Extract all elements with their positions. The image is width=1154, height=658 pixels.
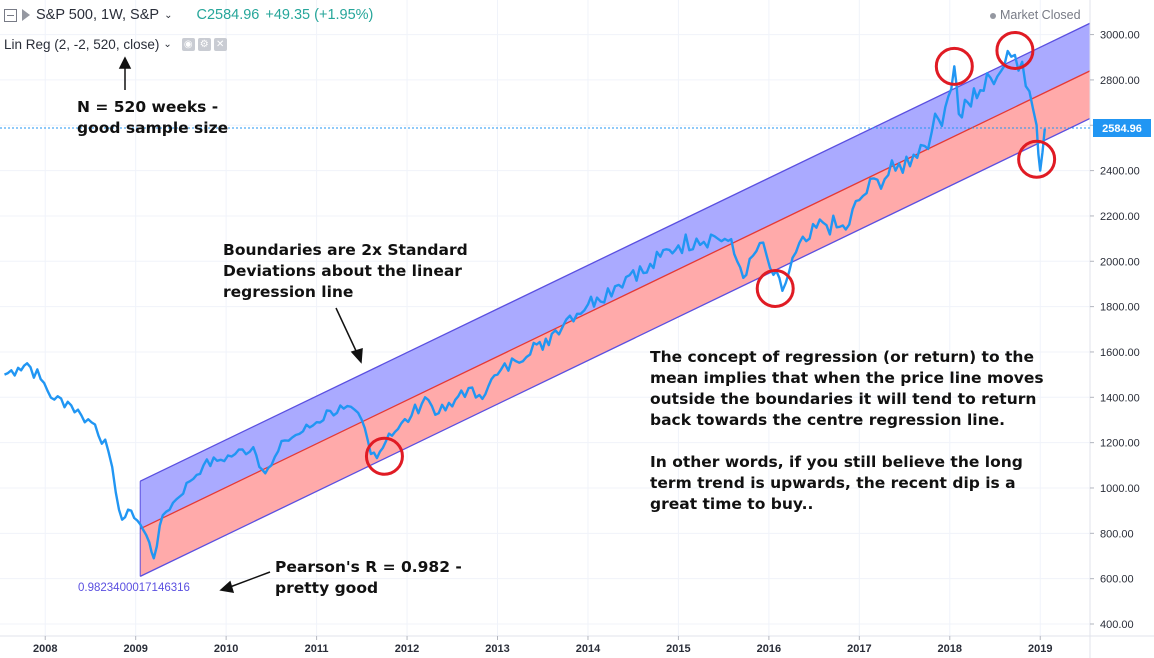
lower-boundary-line bbox=[139, 117, 1091, 577]
annotation-pearson: Pearson's R = 0.982 - pretty good bbox=[275, 558, 462, 597]
chart-grid bbox=[0, 0, 1090, 636]
x-tick-label: 2013 bbox=[485, 643, 509, 655]
x-tick-label: 2011 bbox=[305, 643, 329, 655]
y-tick-label: 1600.00 bbox=[1100, 347, 1140, 359]
price-line bbox=[4, 49, 1046, 560]
arrow-pearson-head bbox=[219, 580, 235, 593]
pearson-r-value: 0.9823400017146316 bbox=[78, 582, 190, 594]
indicator-name[interactable]: Lin Reg (2, -2, 520, close) bbox=[4, 37, 160, 52]
current-price: 2584.96 bbox=[206, 7, 260, 23]
arrow-boundaries bbox=[335, 307, 358, 354]
symbol-legend: S&P 500, 1W, S&P ⌄ C 2584.96 +49.35 (+1.… bbox=[4, 7, 373, 23]
y-tick-label: 3000.00 bbox=[1100, 30, 1140, 42]
highlight-markers bbox=[364, 30, 1057, 476]
y-tick-label: 1000.00 bbox=[1100, 483, 1140, 495]
y-tick-label: 2400.00 bbox=[1100, 166, 1140, 178]
symbol-name[interactable]: S&P 500, 1W, S&P bbox=[36, 7, 160, 23]
price-prefix: C bbox=[196, 7, 207, 23]
annotation-arrows bbox=[118, 56, 363, 593]
eye-icon[interactable]: ◉ bbox=[181, 38, 195, 51]
market-status: Market Closed bbox=[990, 8, 1081, 22]
x-tick-label: 2010 bbox=[214, 643, 238, 655]
chevron-down-icon[interactable]: ⌄ bbox=[163, 39, 172, 50]
highlight-circle bbox=[1017, 139, 1057, 179]
annotation-sample-size: N = 520 weeks - good sample size bbox=[77, 98, 229, 137]
highlight-circle bbox=[934, 46, 974, 86]
upper-boundary-line bbox=[139, 22, 1091, 482]
highlight-circle bbox=[755, 268, 795, 308]
x-tick-label: 2017 bbox=[847, 643, 871, 655]
x-tick-label: 2012 bbox=[395, 643, 419, 655]
y-tick-label: 2200.00 bbox=[1100, 211, 1140, 223]
last-price-tag bbox=[1093, 119, 1151, 137]
x-tick-label: 2009 bbox=[123, 643, 147, 655]
time-axis: 2008 2009 2010 2011 2012 2013 2014 2015 2016 2017… bbox=[33, 636, 1052, 655]
regression-line bbox=[139, 70, 1091, 530]
x-tick-label: 2008 bbox=[33, 643, 57, 655]
y-tick-label: 1400.00 bbox=[1100, 392, 1140, 404]
last-price-label: 2584.96 bbox=[0, 119, 1151, 137]
price-series bbox=[4, 49, 1046, 560]
collapse-icon[interactable] bbox=[4, 8, 17, 22]
arrow-boundaries-head bbox=[350, 347, 363, 364]
close-icon[interactable]: ✕ bbox=[213, 38, 227, 51]
y-tick-label: 600.00 bbox=[1100, 574, 1134, 586]
indicator-legend: Lin Reg (2, -2, 520, close) ⌄ ◉ ⚙ ✕ bbox=[4, 37, 227, 52]
price-change: +49.35 (+1.95%) bbox=[265, 7, 374, 23]
chevron-down-icon[interactable]: ⌄ bbox=[164, 9, 173, 21]
arrow-sample-size-head bbox=[118, 56, 132, 69]
x-tick-label: 2019 bbox=[1028, 643, 1052, 655]
highlight-circle bbox=[995, 30, 1035, 70]
y-tick-label: 400.00 bbox=[1100, 619, 1134, 631]
gear-icon[interactable]: ⚙ bbox=[197, 38, 211, 51]
y-tick-label: 800.00 bbox=[1100, 528, 1134, 540]
lower-band bbox=[140, 70, 1091, 577]
x-tick-label: 2018 bbox=[938, 643, 962, 655]
y-tick-label: 1200.00 bbox=[1100, 438, 1140, 450]
arrow-pearson bbox=[229, 571, 271, 588]
x-tick-label: 2014 bbox=[576, 643, 601, 655]
upper-band bbox=[140, 23, 1091, 529]
annotation-boundaries: Boundaries are 2x Standard Deviations ab… bbox=[223, 241, 468, 301]
x-tick-label: 2015 bbox=[666, 643, 690, 655]
annotation-concept: The concept of regression (or return) to… bbox=[650, 348, 1044, 513]
x-tick-label: 2016 bbox=[757, 643, 781, 655]
y-tick-label: 2800.00 bbox=[1100, 75, 1140, 87]
last-price-value: 2584.96 bbox=[1102, 123, 1142, 135]
y-tick-label: 1800.00 bbox=[1100, 302, 1140, 314]
flag-icon[interactable] bbox=[22, 9, 30, 21]
highlight-circle bbox=[364, 436, 404, 476]
regression-channel bbox=[139, 22, 1091, 577]
status-dot-icon bbox=[990, 12, 996, 19]
y-tick-label: 2000.00 bbox=[1100, 256, 1140, 268]
